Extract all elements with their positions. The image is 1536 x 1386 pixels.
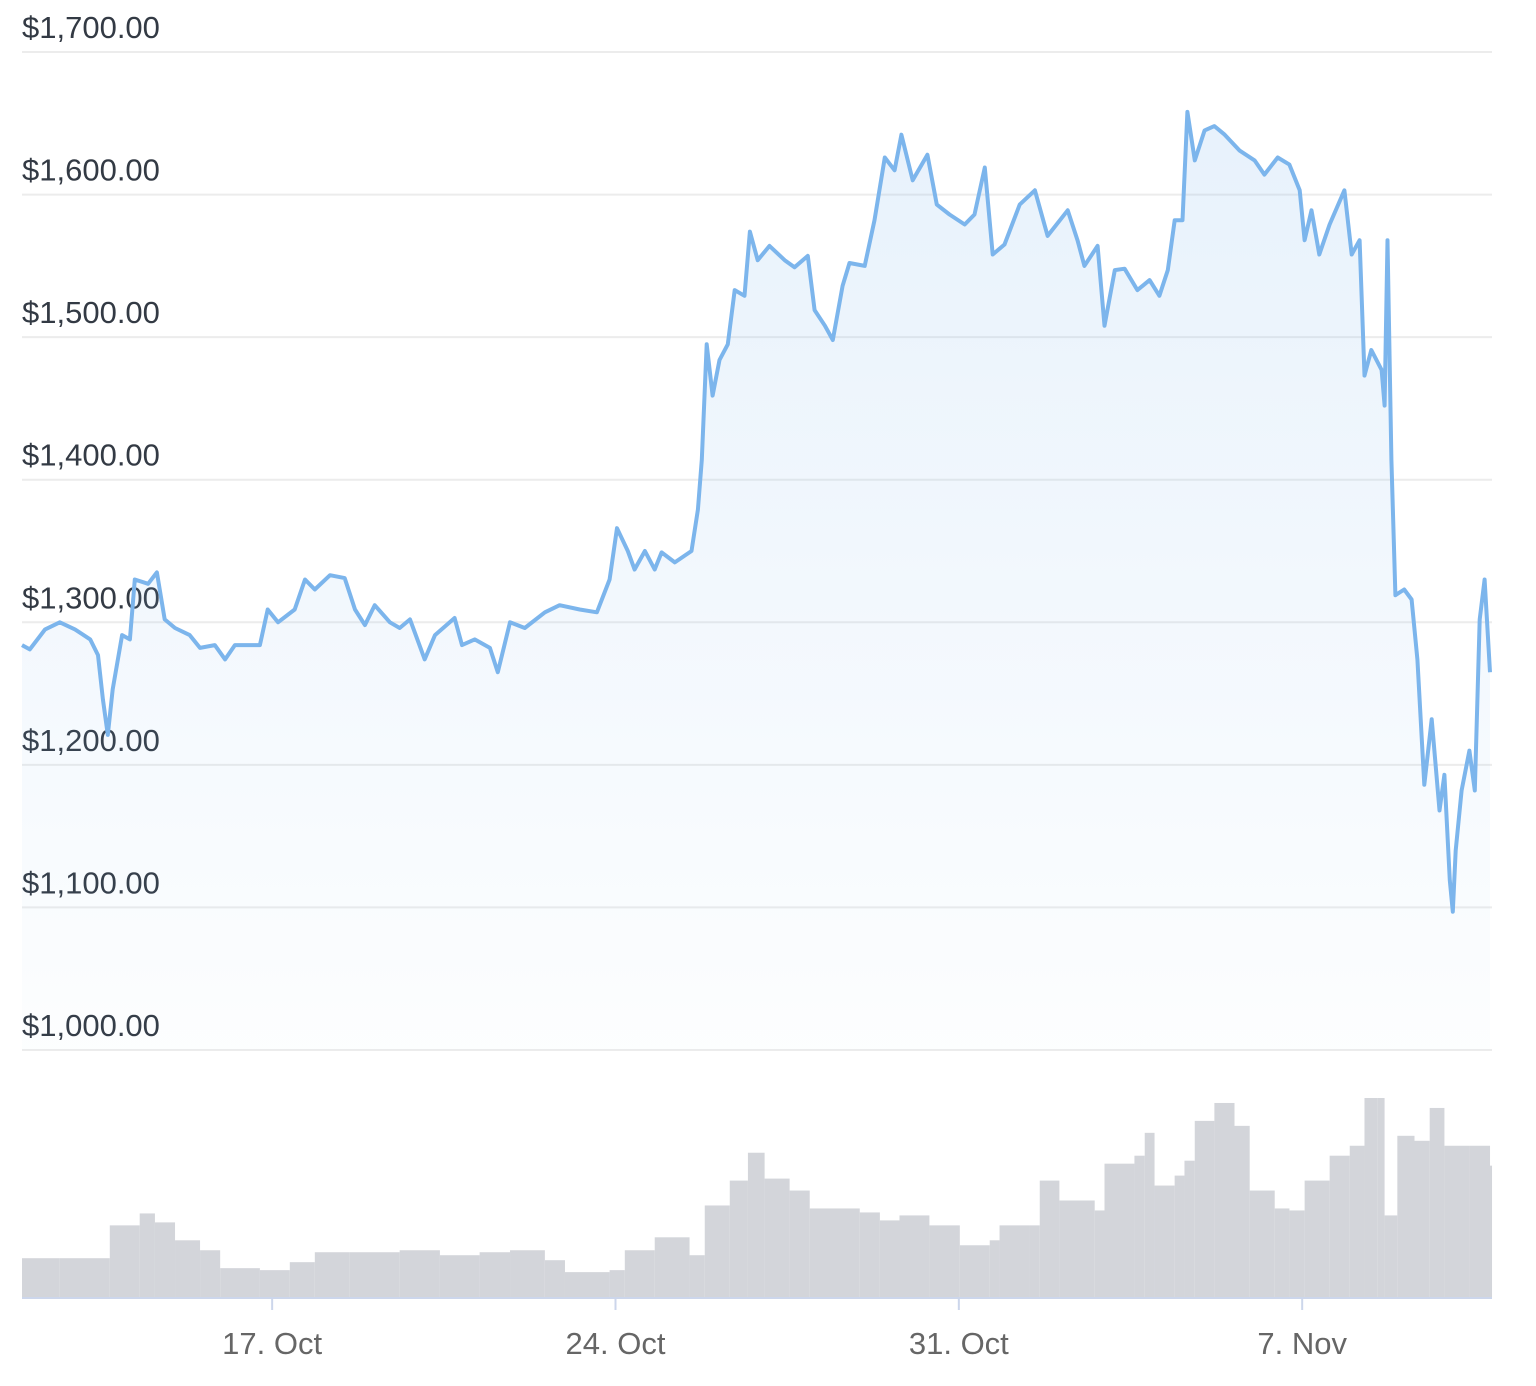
volume-bar — [59, 1258, 100, 1298]
price-area — [22, 111, 1490, 1050]
volume-bar — [1289, 1210, 1305, 1298]
volume-bar — [510, 1250, 545, 1298]
volume-bar — [704, 1205, 730, 1298]
y-tick-label: $1,500.00 — [22, 295, 160, 330]
volume-bar — [624, 1250, 655, 1298]
volume-bar — [220, 1268, 260, 1298]
volume-bar — [154, 1222, 176, 1298]
y-tick-label: $1,400.00 — [22, 438, 160, 473]
plot — [21, 109, 1492, 1050]
volume-bar — [609, 1270, 625, 1298]
volume-bar — [959, 1245, 990, 1298]
volume-bar — [747, 1152, 765, 1298]
volume-bar — [289, 1262, 315, 1298]
volume-bar — [200, 1250, 221, 1298]
volume-bar — [1104, 1163, 1135, 1298]
volume-bar — [729, 1180, 748, 1298]
volume-bar — [789, 1190, 810, 1298]
volume-bar — [1184, 1160, 1195, 1298]
y-tick-label: $1,600.00 — [22, 153, 160, 188]
volume-bar — [989, 1240, 1000, 1298]
volume-bar — [809, 1208, 860, 1298]
volume-bar — [1029, 1225, 1040, 1298]
y-tick-label: $1,700.00 — [22, 10, 160, 45]
x-tick-label: 7. Nov — [1257, 1326, 1347, 1361]
volume-bar — [259, 1270, 290, 1298]
volume-bar — [999, 1225, 1030, 1298]
volume-bar — [1059, 1200, 1095, 1298]
volume-bar — [1249, 1190, 1275, 1298]
volume-bar — [439, 1255, 480, 1298]
volume-bar — [314, 1252, 350, 1298]
volume-bar — [1429, 1107, 1445, 1298]
volume-bar — [879, 1220, 900, 1298]
volume-bar — [99, 1258, 110, 1298]
x-tick-label: 17. Oct — [222, 1326, 322, 1361]
axes: 17. Oct 24. Oct 31. Oct 7. Nov — [22, 1297, 1492, 1361]
volume-bar — [654, 1237, 690, 1298]
volume-bar — [1469, 1145, 1491, 1298]
volume-bar — [564, 1272, 610, 1298]
volume-bar — [22, 1258, 60, 1298]
volume-bar — [1039, 1180, 1060, 1298]
volume-bar — [1349, 1145, 1365, 1298]
volume-bar — [1134, 1155, 1145, 1298]
x-tick-label: 31. Oct — [909, 1326, 1009, 1361]
volume-bar — [1214, 1102, 1235, 1298]
volume-bar — [1094, 1210, 1105, 1298]
volume-bar — [1234, 1125, 1250, 1298]
volume-bar — [1304, 1180, 1330, 1298]
volume-bar — [544, 1260, 565, 1298]
volume-bar — [109, 1225, 140, 1298]
volume-bar — [399, 1250, 440, 1298]
volume-bar — [349, 1252, 400, 1298]
volume-bar — [1329, 1155, 1350, 1298]
volume-bar — [689, 1255, 705, 1298]
x-tick-label: 24. Oct — [566, 1326, 666, 1361]
volume-bar — [479, 1252, 511, 1298]
volume-bar — [859, 1212, 880, 1298]
volume-bar — [1397, 1135, 1415, 1298]
volume-bar — [1364, 1098, 1378, 1298]
volume-bar — [1384, 1215, 1398, 1298]
volume-bar — [1174, 1175, 1185, 1298]
volume-bar — [1444, 1145, 1470, 1298]
volume-bar — [1274, 1208, 1290, 1298]
volume-bar — [139, 1213, 155, 1298]
volume-bar — [764, 1178, 790, 1298]
volume-bar — [1490, 1165, 1493, 1298]
volume-bar — [1154, 1185, 1175, 1298]
volume-bar — [1194, 1120, 1215, 1298]
volume-bar — [929, 1225, 960, 1298]
volume-bar — [1414, 1140, 1430, 1298]
volume-bar — [1144, 1132, 1155, 1298]
volume-bar — [899, 1215, 930, 1298]
volume-bar — [1377, 1098, 1385, 1298]
volume-bar — [175, 1240, 201, 1298]
volume — [22, 1098, 1493, 1298]
price-line — [21, 109, 1492, 914]
